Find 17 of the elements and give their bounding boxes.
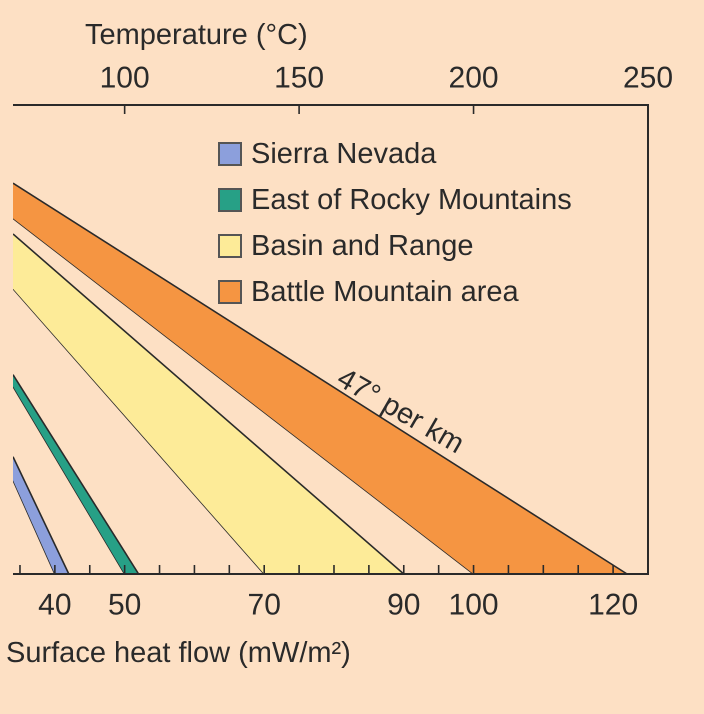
x-tick-label: 100 — [448, 588, 499, 622]
x2-tick-label: 250 — [622, 61, 674, 94]
x-tick-label: 120 — [588, 588, 638, 622]
x2-axis-title: Temperature (°C) — [85, 19, 308, 51]
legend-label: East of Rocky Mountains — [251, 183, 572, 218]
x-tick-label: 40 — [38, 588, 72, 622]
x2-tick-label: 150 — [274, 61, 324, 94]
x2-tick-label: 100 — [100, 61, 150, 94]
x-axis-title: Surface heat flow (mW/m²) — [6, 637, 351, 669]
legend-label: Battle Mountain area — [251, 275, 519, 310]
x2-tick-label: 200 — [448, 61, 499, 94]
x-tick-label: 90 — [387, 588, 420, 622]
legend-label: Basin and Range — [251, 229, 474, 264]
x-tick-label: 70 — [248, 588, 281, 622]
x-tick-label: 50 — [108, 588, 142, 622]
annotation: 47° per km — [332, 362, 470, 460]
legend-label: Sierra Nevada — [251, 137, 436, 172]
